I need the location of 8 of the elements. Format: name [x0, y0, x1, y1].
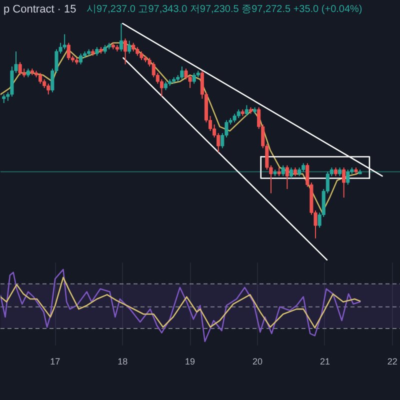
x-tick-label: 22: [387, 356, 398, 366]
x-tick-label: 17: [50, 356, 60, 366]
chart-subtitle: 시97,237.0 고97,343.0 저97,230.5 종97,272.5 +35.0 (+0.04%): [86, 4, 362, 15]
x-tick-label: 21: [320, 356, 330, 366]
x-tick-label: 18: [118, 356, 128, 366]
x-tick-label: 20: [252, 356, 263, 366]
x-tick-label: 19: [185, 356, 196, 366]
chart-title: p Contract · 15: [4, 4, 76, 16]
